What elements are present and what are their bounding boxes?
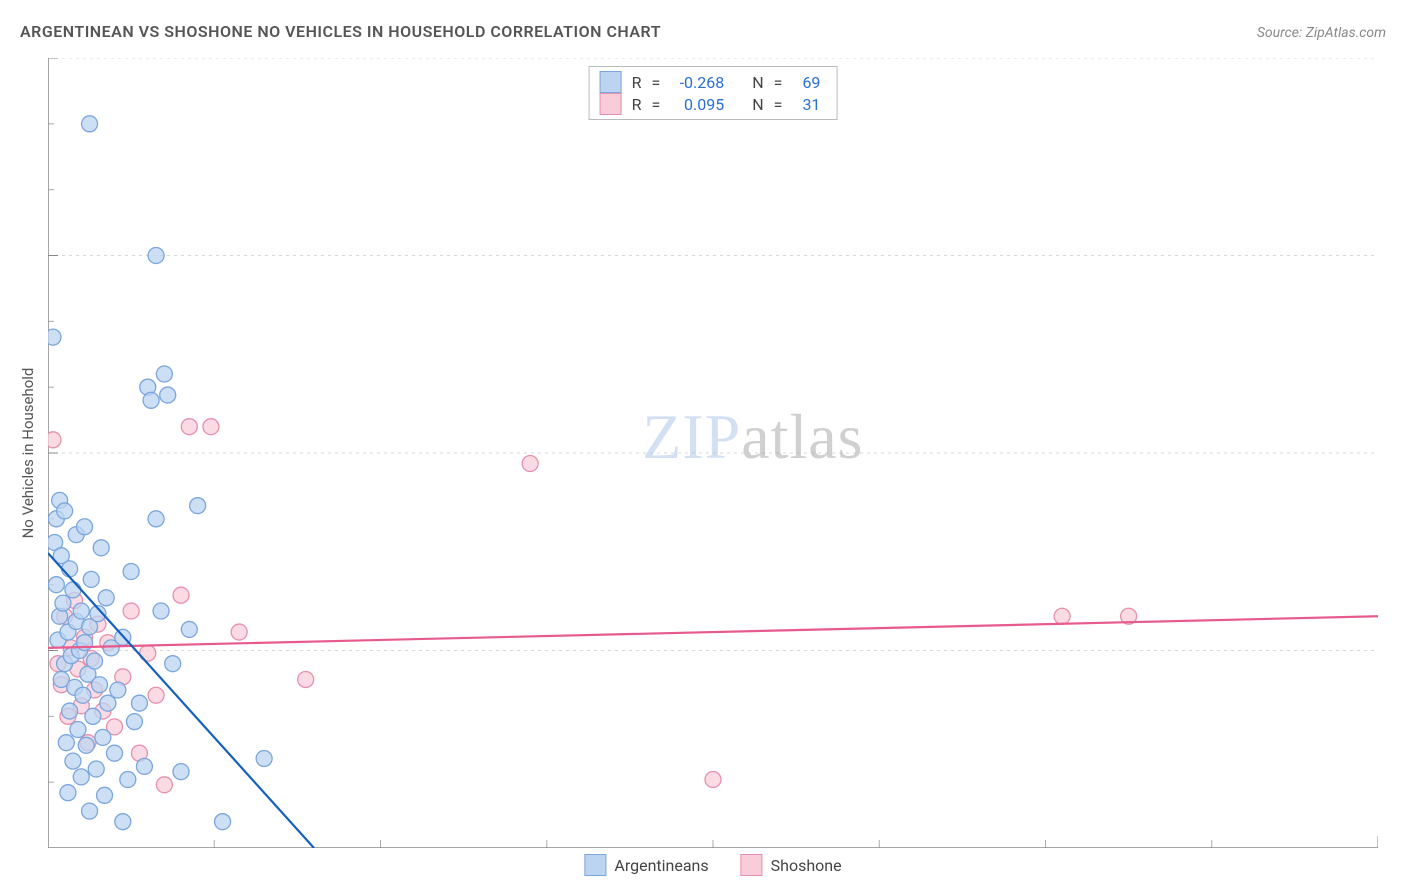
source-label: Source: ZipAtlas.com	[1257, 25, 1386, 41]
stats-N-val-0: 69	[792, 73, 820, 92]
y-axis-label: No Vehicles in Household	[19, 368, 37, 539]
stats-N-lbl-0: N	[752, 73, 763, 92]
stats-box: R = -0.268 N = 69 R = 0.095 N = 31	[589, 66, 838, 120]
stats-row-0: R = -0.268 N = 69	[600, 71, 821, 93]
chart-title: ARGENTINEAN VS SHOSHONE NO VEHICLES IN H…	[20, 22, 661, 41]
legend-label-0: Argentineans	[614, 856, 708, 875]
legend-item-1: Shoshone	[741, 854, 842, 876]
stats-R-lbl-0: R	[632, 73, 642, 92]
stats-R-val-0: -0.268	[670, 73, 724, 92]
stats-swatch-0	[600, 71, 622, 93]
stats-R-val-1: 0.095	[670, 95, 724, 114]
plot-svg	[48, 58, 1378, 848]
legend: Argentineans Shoshone	[584, 854, 841, 876]
stats-N-lbl-1: N	[752, 95, 763, 114]
legend-item-0: Argentineans	[584, 854, 708, 876]
title-bar: ARGENTINEAN VS SHOSHONE NO VEHICLES IN H…	[20, 22, 1386, 41]
legend-swatch-1	[741, 854, 763, 876]
legend-swatch-0	[584, 854, 606, 876]
stats-row-1: R = 0.095 N = 31	[600, 93, 821, 115]
stats-R-lbl-1: R	[632, 95, 642, 114]
plot-wrap: No Vehicles in Household ZIPatlas R = -0…	[48, 58, 1378, 848]
stats-eq-0b: =	[774, 73, 783, 92]
stats-eq-1a: =	[651, 95, 660, 114]
stats-eq-1b: =	[774, 95, 783, 114]
stats-swatch-1	[600, 93, 622, 115]
stats-eq-0a: =	[651, 73, 660, 92]
legend-label-1: Shoshone	[771, 856, 842, 875]
stats-N-val-1: 31	[792, 95, 820, 114]
